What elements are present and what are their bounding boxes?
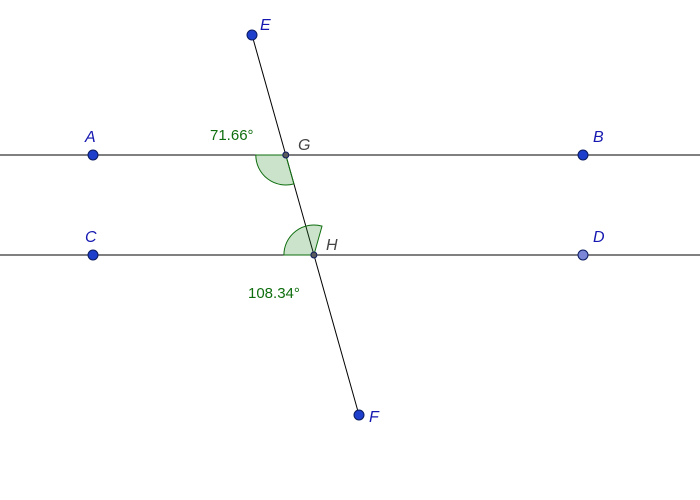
point-label-g: G [298,137,310,154]
angle-label-ega: 71.66° [210,127,254,144]
geometry-diagram: 71.66° 108.34° A B C D E F G H [0,0,700,500]
point-f[interactable] [354,410,364,420]
point-e[interactable] [247,30,257,40]
point-label-a: A [84,129,96,146]
point-c[interactable] [88,250,98,260]
line-ef [252,35,359,415]
point-label-d: D [593,229,605,246]
point-label-h: H [326,237,338,254]
point-d[interactable] [578,250,588,260]
angle-label-fhc: 108.34° [248,285,300,302]
point-b[interactable] [578,150,588,160]
point-g[interactable] [283,152,289,158]
point-label-f: F [369,409,380,426]
point-h[interactable] [311,252,317,258]
point-label-e: E [260,17,271,34]
point-a[interactable] [88,150,98,160]
point-label-b: B [593,129,604,146]
angle-arc-fhc [284,225,322,255]
point-label-c: C [85,229,97,246]
angle-arc-ega [256,155,294,185]
